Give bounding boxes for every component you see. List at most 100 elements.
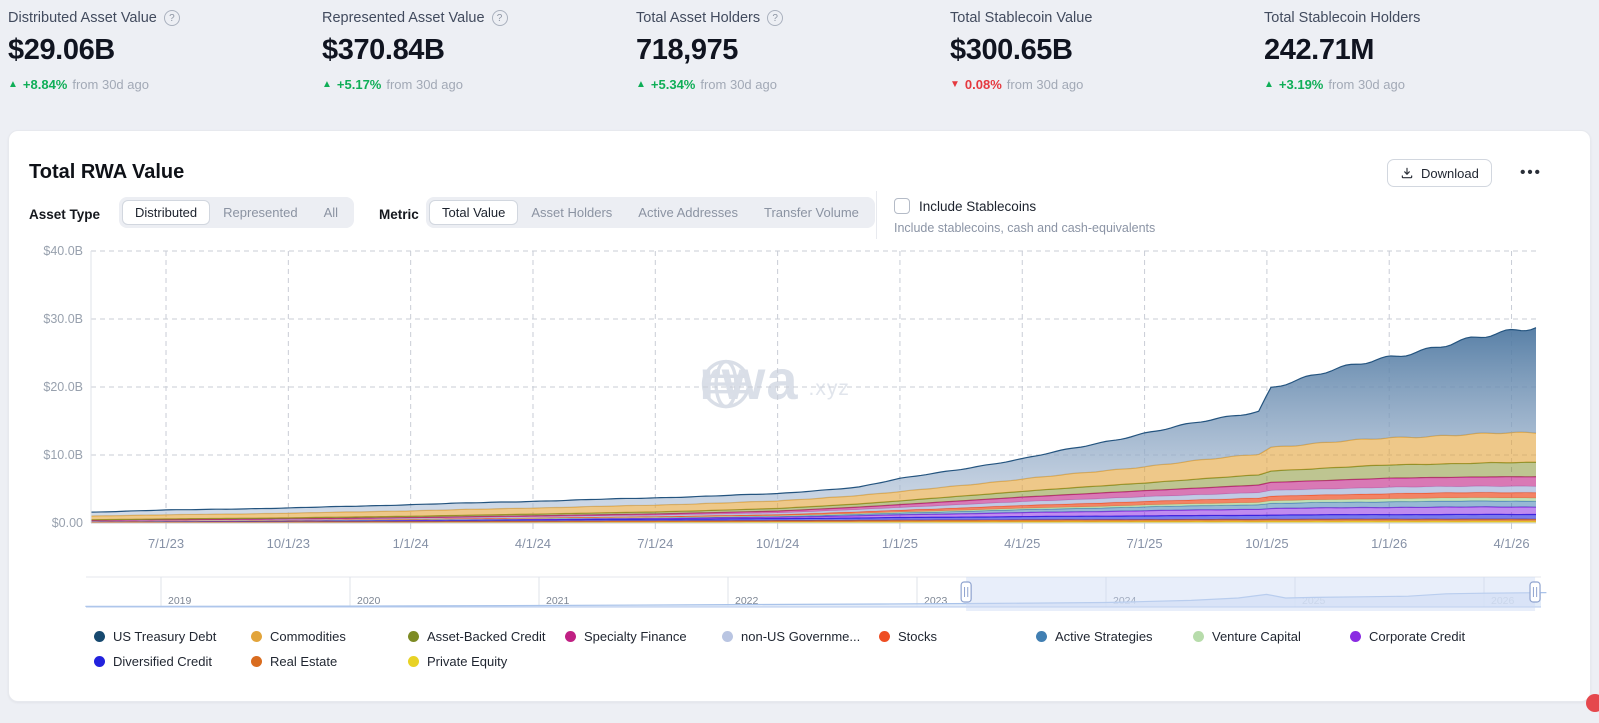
svg-text:1/1/26: 1/1/26 xyxy=(1371,536,1407,551)
metric-segmented-control: Total Value Asset Holders Active Address… xyxy=(426,197,875,228)
svg-text:$40.0B: $40.0B xyxy=(43,244,83,258)
metric-option-asset-holders[interactable]: Asset Holders xyxy=(531,205,613,220)
help-icon[interactable]: ? xyxy=(163,10,180,26)
watermark-suffix: .xyz xyxy=(808,376,850,400)
legend-dot xyxy=(251,656,262,667)
legend-item[interactable]: non-US Governme... xyxy=(722,629,879,644)
svg-text:7/1/24: 7/1/24 xyxy=(637,536,673,551)
legend-item[interactable]: Active Strategies xyxy=(1036,629,1193,644)
globe-icon xyxy=(701,359,751,409)
stat-value: $370.84B xyxy=(322,34,445,66)
svg-text:4/1/26: 4/1/26 xyxy=(1493,536,1529,551)
legend-item[interactable]: Specialty Finance xyxy=(565,629,722,644)
asset-type-label: Asset Type xyxy=(29,207,101,222)
help-icon[interactable]: ? xyxy=(767,10,784,26)
delta-arrow-icon: ▲ xyxy=(1264,79,1274,90)
include-stablecoins-checkbox[interactable] xyxy=(894,198,910,214)
legend-dot xyxy=(408,631,419,642)
stat-total-stablecoin-holders: Total Stablecoin Holders 242.71M ▲ +3.19… xyxy=(1264,6,1578,92)
metric-option-active-addresses[interactable]: Active Addresses xyxy=(638,205,738,220)
chart-legend: US Treasury Debt Commodities Asset-Backe… xyxy=(94,627,1507,671)
legend-dot xyxy=(1036,631,1047,642)
legend-item[interactable]: US Treasury Debt xyxy=(94,629,251,644)
legend-dot xyxy=(251,631,262,642)
legend-item[interactable]: Asset-Backed Credit xyxy=(408,629,565,644)
stat-label: Distributed Asset Value xyxy=(8,10,157,26)
stat-label: Represented Asset Value xyxy=(322,10,485,26)
stat-label: Total Stablecoin Value xyxy=(950,10,1093,26)
legend-dot xyxy=(722,631,733,642)
card-title: Total RWA Value xyxy=(29,161,185,183)
asset-type-option-all[interactable]: All xyxy=(323,205,339,220)
svg-text:2021: 2021 xyxy=(546,595,570,607)
legend-item[interactable]: Stocks xyxy=(879,629,1036,644)
svg-text:$10.0B: $10.0B xyxy=(43,448,83,462)
legend-item[interactable]: Diversified Credit xyxy=(94,654,251,669)
stat-represented-asset-value: Represented Asset Value ? $370.84B ▲ +5.… xyxy=(322,6,636,92)
svg-text:7/1/25: 7/1/25 xyxy=(1126,536,1162,551)
stat-delta: ▲ +5.17% from 30d ago xyxy=(322,77,463,92)
delta-arrow-icon: ▲ xyxy=(8,79,18,90)
stat-delta: ▲ +5.34% from 30d ago xyxy=(636,77,777,92)
legend-item[interactable]: Corporate Credit xyxy=(1350,629,1507,644)
svg-text:$30.0B: $30.0B xyxy=(43,312,83,326)
legend-item[interactable]: Real Estate xyxy=(251,654,408,669)
svg-text:4/1/25: 4/1/25 xyxy=(1004,536,1040,551)
total-rwa-value-card: Total RWA Value Download ••• Asset Type … xyxy=(8,130,1591,702)
stat-value: $300.65B xyxy=(950,34,1073,66)
svg-text:1/1/25: 1/1/25 xyxy=(882,536,918,551)
legend-item[interactable]: Commodities xyxy=(251,629,408,644)
legend-dot xyxy=(1350,631,1361,642)
svg-text:10/1/23: 10/1/23 xyxy=(267,536,310,551)
stat-delta: ▼ 0.08% from 30d ago xyxy=(950,77,1084,92)
svg-text:$0.00: $0.00 xyxy=(52,516,83,530)
svg-text:2019: 2019 xyxy=(168,595,192,607)
stat-label: Total Asset Holders xyxy=(636,10,761,26)
stat-total-stablecoin-value: Total Stablecoin Value $300.65B ▼ 0.08% … xyxy=(950,6,1264,92)
asset-type-option-represented[interactable]: Represented xyxy=(223,205,298,220)
svg-text:4/1/24: 4/1/24 xyxy=(515,536,551,551)
stat-delta: ▲ +8.84% from 30d ago xyxy=(8,77,149,92)
rwa-watermark: rwa .xyz xyxy=(699,352,850,409)
controls-divider xyxy=(876,191,877,239)
help-icon[interactable]: ? xyxy=(491,10,508,26)
svg-text:7/1/23: 7/1/23 xyxy=(148,536,184,551)
stat-label: Total Stablecoin Holders xyxy=(1264,10,1421,26)
legend-item[interactable]: Venture Capital xyxy=(1193,629,1350,644)
stat-total-asset-holders: Total Asset Holders ? 718,975 ▲ +5.34% f… xyxy=(636,6,950,92)
stat-value: $29.06B xyxy=(8,34,115,66)
stat-distributed-asset-value: Distributed Asset Value ? $29.06B ▲ +8.8… xyxy=(8,6,322,92)
stats-row: Distributed Asset Value ? $29.06B ▲ +8.8… xyxy=(8,6,1599,92)
svg-text:10/1/25: 10/1/25 xyxy=(1245,536,1288,551)
svg-text:1/1/24: 1/1/24 xyxy=(393,536,429,551)
notification-dot[interactable] xyxy=(1586,694,1599,712)
metric-option-transfer-volume[interactable]: Transfer Volume xyxy=(764,205,859,220)
include-stablecoins-label: Include Stablecoins xyxy=(919,198,1037,214)
download-button[interactable]: Download xyxy=(1387,159,1492,187)
asset-type-segmented-control: Distributed Represented All xyxy=(119,197,355,228)
download-icon xyxy=(1401,167,1413,179)
asset-type-option-distributed[interactable]: Distributed xyxy=(122,200,211,225)
svg-text:10/1/24: 10/1/24 xyxy=(756,536,799,551)
brush-chart[interactable]: 20192020202120222023202420252026 xyxy=(9,571,1592,621)
legend-dot xyxy=(408,656,419,667)
more-options-button[interactable]: ••• xyxy=(1520,163,1542,181)
legend-dot xyxy=(879,631,890,642)
time-range-brush[interactable]: 20192020202120222023202420252026 xyxy=(9,571,1592,621)
legend-dot xyxy=(94,656,105,667)
metric-option-total-value[interactable]: Total Value xyxy=(429,200,519,225)
delta-arrow-icon: ▼ xyxy=(950,79,960,90)
legend-dot xyxy=(1193,631,1204,642)
include-stablecoins-description: Include stablecoins, cash and cash-equiv… xyxy=(894,221,1156,235)
legend-dot xyxy=(94,631,105,642)
svg-text:$20.0B: $20.0B xyxy=(43,380,83,394)
legend-item[interactable]: Private Equity xyxy=(408,654,565,669)
stat-value: 718,975 xyxy=(636,34,739,66)
legend-dot xyxy=(565,631,576,642)
stat-delta: ▲ +3.19% from 30d ago xyxy=(1264,77,1405,92)
rwa-value-chart[interactable]: 7/1/23 10/1/23 1/1/24 4/1/24 7/1/24 10/1/24 1/… xyxy=(9,239,1592,569)
chart-area: rwa .xyz 7/1/23 10/1/23 1/1/24 4/1/24 7/1/24… xyxy=(9,239,1592,569)
delta-arrow-icon: ▲ xyxy=(322,79,332,90)
delta-arrow-icon: ▲ xyxy=(636,79,646,90)
